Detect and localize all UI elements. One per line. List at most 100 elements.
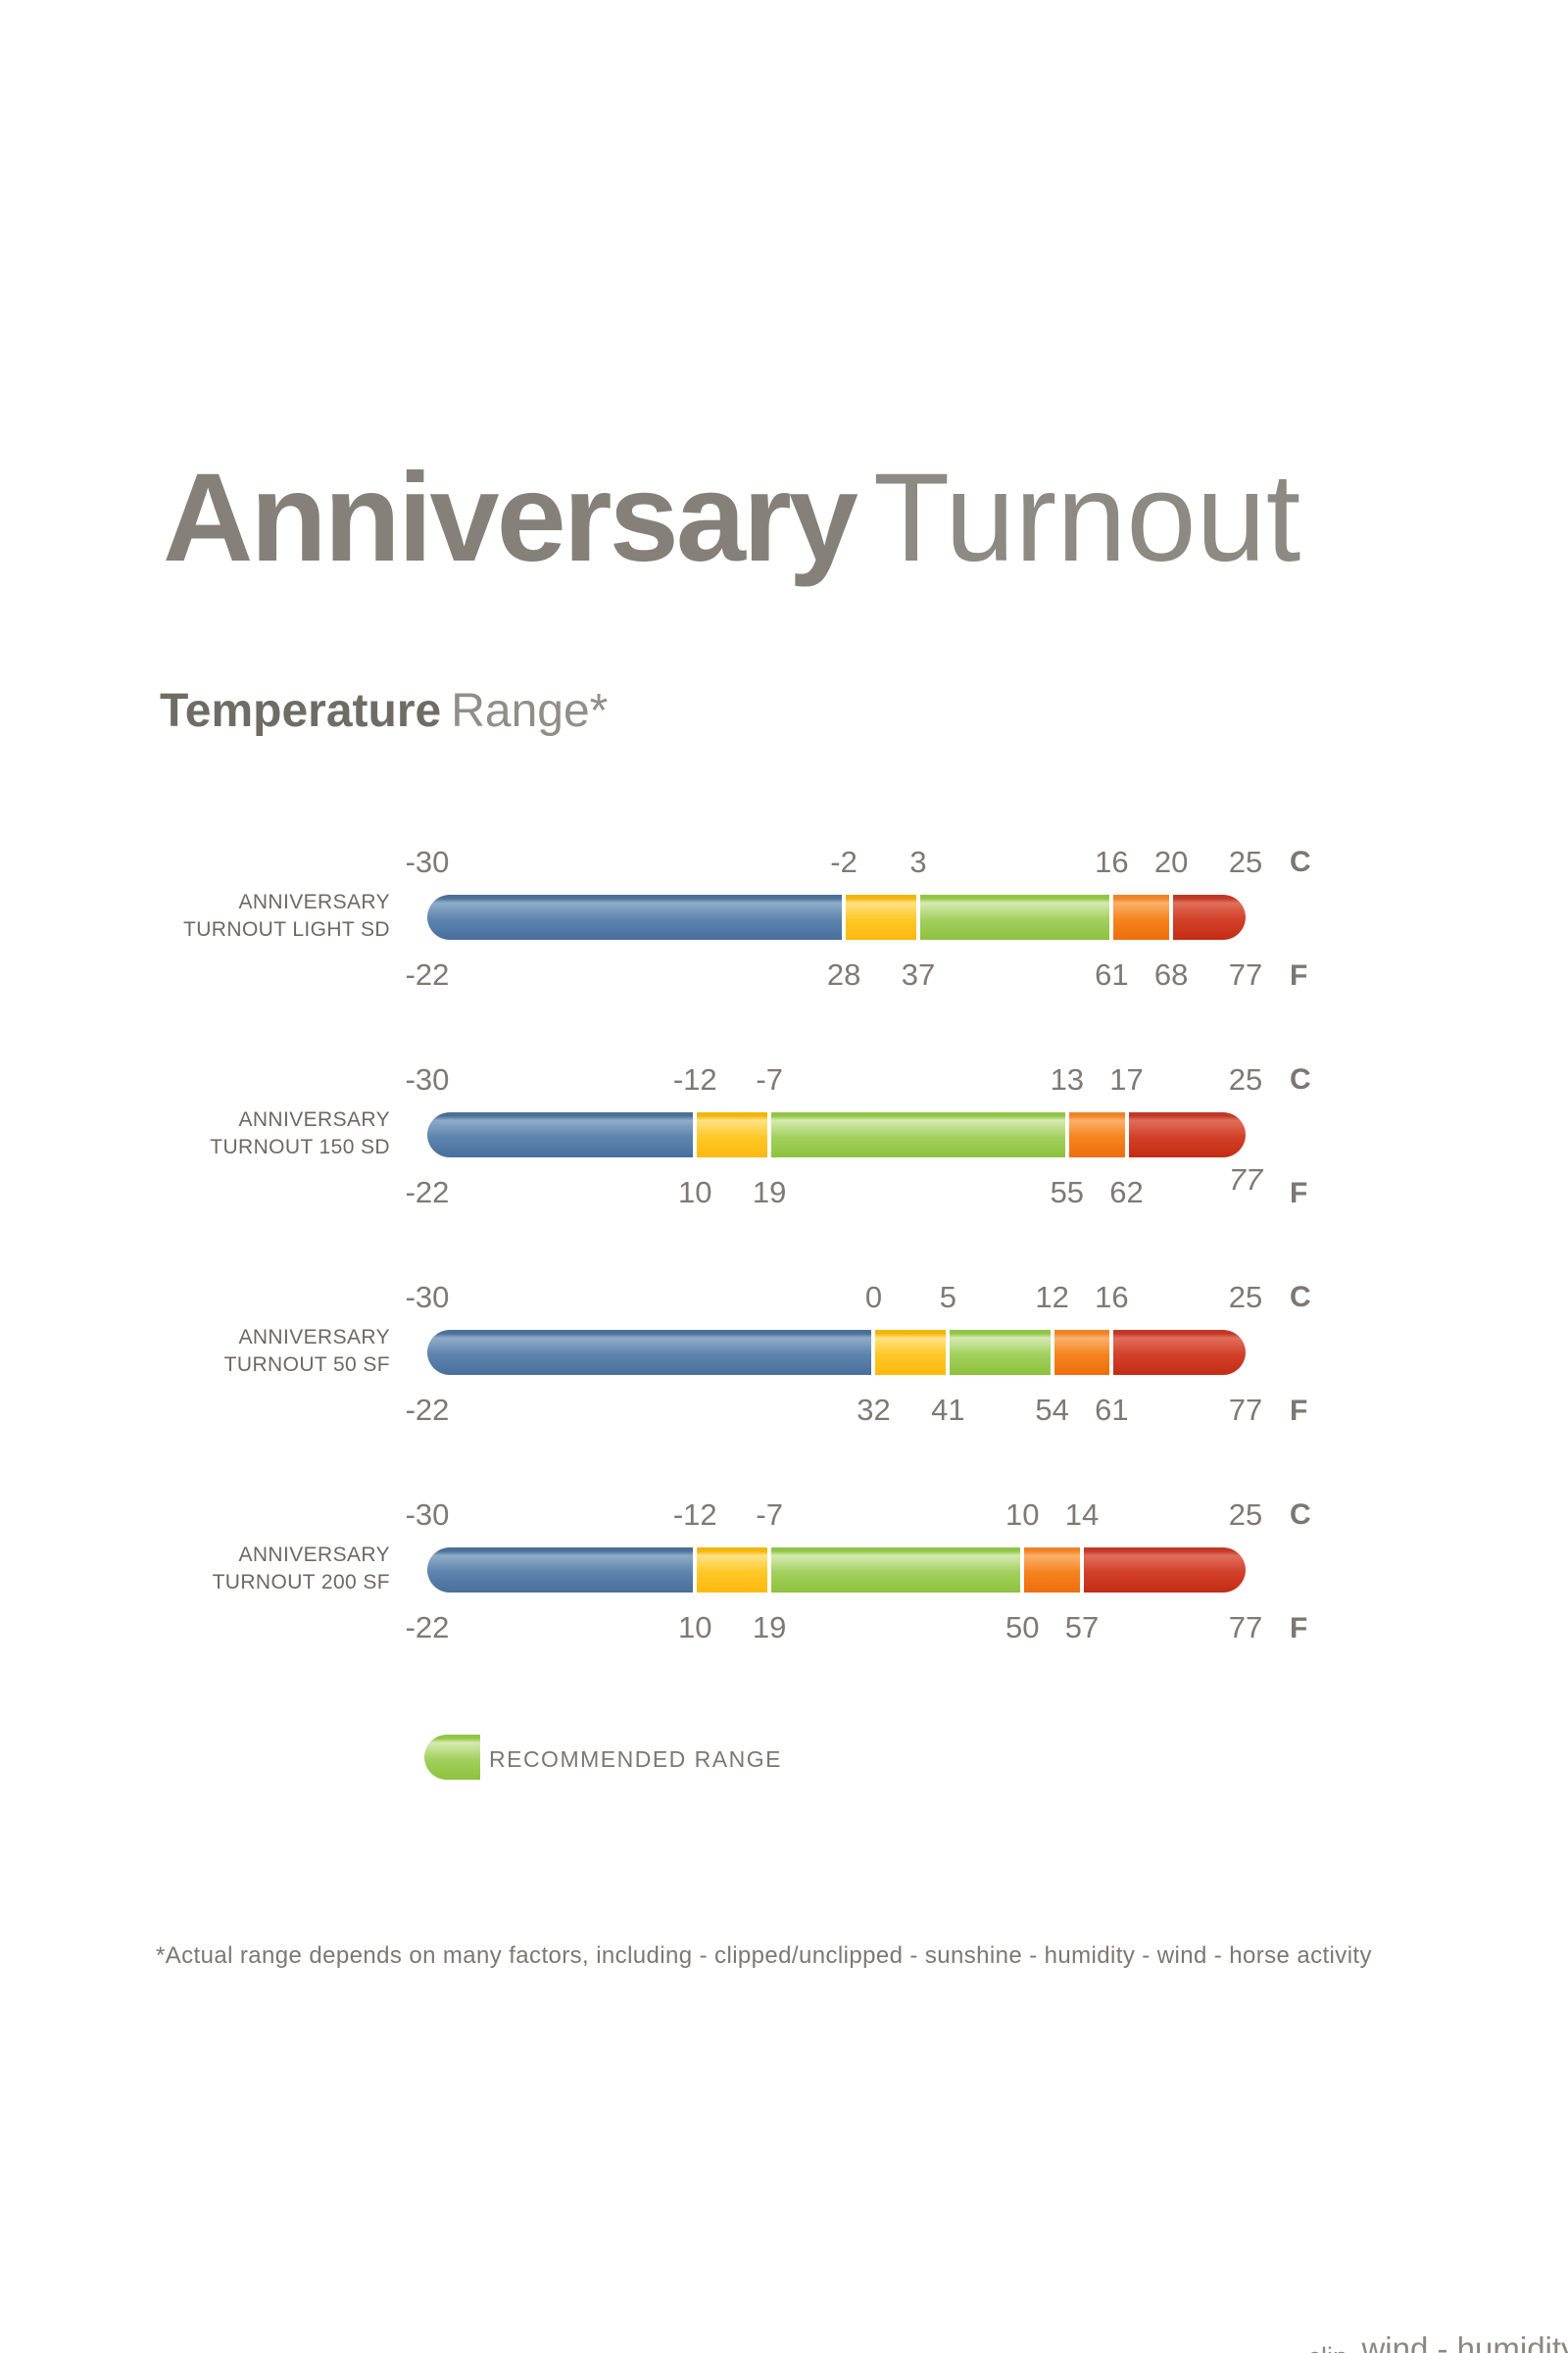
bar-segment-orange [1052,1330,1112,1375]
scale-tick: -12 [672,1497,717,1532]
bar-segment-green [918,895,1112,940]
scale-tick: 55 [1050,1175,1085,1209]
page-title-light: Turnout [872,448,1301,588]
scale-tick: 54 [1035,1393,1069,1427]
fahrenheit-unit-label: F [1290,959,1308,992]
fahrenheit-scale: -22 10 19 50 57 77 F [406,1606,1308,1647]
segment-divider [1124,1112,1129,1157]
scale-tick: -22 [405,957,450,992]
segment-divider [1109,895,1114,940]
scale-tick: 10 [1005,1497,1040,1532]
scale-tick: 13 [1050,1062,1085,1097]
bar-segment-blue [427,1112,696,1157]
product-label-line: TURNOUT 150 SD [210,1136,390,1158]
scale-tick: 61 [1095,957,1129,992]
fahrenheit-scale: -22 10 19 55 62 77 F [406,1164,1308,1212]
bar-segment-yellow [695,1112,770,1157]
segment-divider [842,895,847,940]
bar-segment-green [769,1547,1023,1593]
bar-segment-red [1082,1547,1246,1593]
scale-tick: 0 [864,1280,883,1314]
scale-tick: 25 [1228,845,1263,879]
bar-segment-green [769,1112,1067,1157]
bar-segment-red [1111,1330,1246,1375]
bar-segment-blue [427,1547,696,1593]
fahrenheit-unit-label: F [1290,1177,1308,1209]
scale-tick: -22 [405,1610,450,1644]
scale-tick: 77 [1228,1162,1263,1197]
segment-divider [946,1330,951,1375]
fahrenheit-unit-label: F [1290,1395,1308,1427]
scale-tick: 61 [1095,1393,1129,1427]
scale-tick: 25 [1228,1062,1263,1097]
section-heading-light: Range* [451,685,609,737]
bar-segment-red [1126,1112,1246,1157]
product-label: ANNIVERSARY TURNOUT LIGHT SD [57,889,390,944]
scale-tick: 16 [1095,1280,1129,1314]
scale-tick: 20 [1153,845,1189,879]
chart-row: ANNIVERSARY TURNOUT 50 SF -30 0 5 12 16 25 C -2… [224,1275,1311,1434]
scale-tick: 14 [1064,1497,1100,1532]
chart-row: ANNIVERSARY TURNOUT 150 SD -30 -12 -7 13 17 25… [210,1057,1311,1216]
scale-tick: -2 [830,845,858,879]
page-title-bold: Anniversary [163,448,858,588]
scale-tick: 25 [1228,1497,1263,1532]
scale-tick: 5 [939,1280,956,1314]
celsius-scale: -30 -12 -7 10 14 25 C [406,1493,1311,1534]
product-label: ANNIVERSARY TURNOUT 50 SF [57,1324,390,1379]
section-heading-bold: Temperature [160,685,442,737]
segment-divider [1109,1330,1114,1375]
fahrenheit-scale: -22 28 37 61 68 77 F [406,954,1308,995]
temperature-bar [427,1547,1246,1593]
celsius-scale: -30 -12 -7 13 17 25 C [406,1057,1311,1099]
segment-divider [693,1547,698,1593]
bar-segment-green [948,1330,1053,1375]
segment-divider [1020,1547,1025,1593]
temperature-bar [427,1330,1246,1375]
scale-tick: 10 [678,1175,712,1209]
scale-tick: 12 [1035,1280,1069,1314]
segment-divider [871,1330,876,1375]
scale-tick: 17 [1109,1062,1144,1097]
celsius-unit-label: C [1290,1063,1311,1096]
celsius-scale: -30 -2 3 16 20 25 C [406,840,1311,881]
scale-tick: -12 [672,1062,717,1097]
scale-tick: 37 [901,957,936,992]
product-label-line: TURNOUT 50 SF [223,1353,390,1376]
scale-tick: -30 [405,1062,450,1097]
bar-segment-orange [1022,1547,1082,1593]
product-label-line: ANNIVERSARY [238,1544,390,1566]
scale-tick: 28 [826,957,861,992]
scale-tick: -7 [756,1062,783,1097]
product-label-line: TURNOUT 200 SF [212,1571,390,1593]
celsius-scale: -30 0 5 12 16 25 C [406,1275,1311,1316]
segment-divider [1169,895,1174,940]
product-label: ANNIVERSARY TURNOUT 150 SD [57,1106,390,1161]
scale-tick: -22 [405,1393,450,1427]
bar-segment-yellow [873,1330,949,1375]
segment-divider [693,1112,698,1157]
scale-tick: -30 [405,845,450,879]
scale-tick: 19 [752,1175,787,1209]
page-title: Anniversary Turnout [163,452,1300,584]
celsius-unit-label: C [1290,1281,1311,1313]
scale-tick: 10 [678,1610,712,1644]
product-label-line: TURNOUT LIGHT SD [183,918,390,941]
footnote: *Actual range depends on many factors, i… [156,1942,1372,1969]
fahrenheit-scale: -22 32 41 54 61 77 F [406,1389,1308,1430]
clipped-bottom-text-small: - clip [1292,2342,1348,2353]
bar-segment-blue [427,1330,874,1375]
bar-segment-red [1171,895,1246,940]
clipped-bottom-text: - clip wind - humidity - [1292,2330,1568,2353]
temperature-bar [427,895,1246,940]
scale-tick: 77 [1228,957,1263,992]
scale-tick: -30 [405,1280,450,1314]
segment-divider [1064,1112,1069,1157]
scale-tick: -7 [756,1497,783,1532]
bar-segment-yellow [695,1547,770,1593]
product-label: ANNIVERSARY TURNOUT 200 SF [57,1542,390,1596]
bar-segment-blue [427,895,845,940]
scale-tick: -22 [405,1175,450,1209]
scale-tick: 68 [1153,957,1189,992]
